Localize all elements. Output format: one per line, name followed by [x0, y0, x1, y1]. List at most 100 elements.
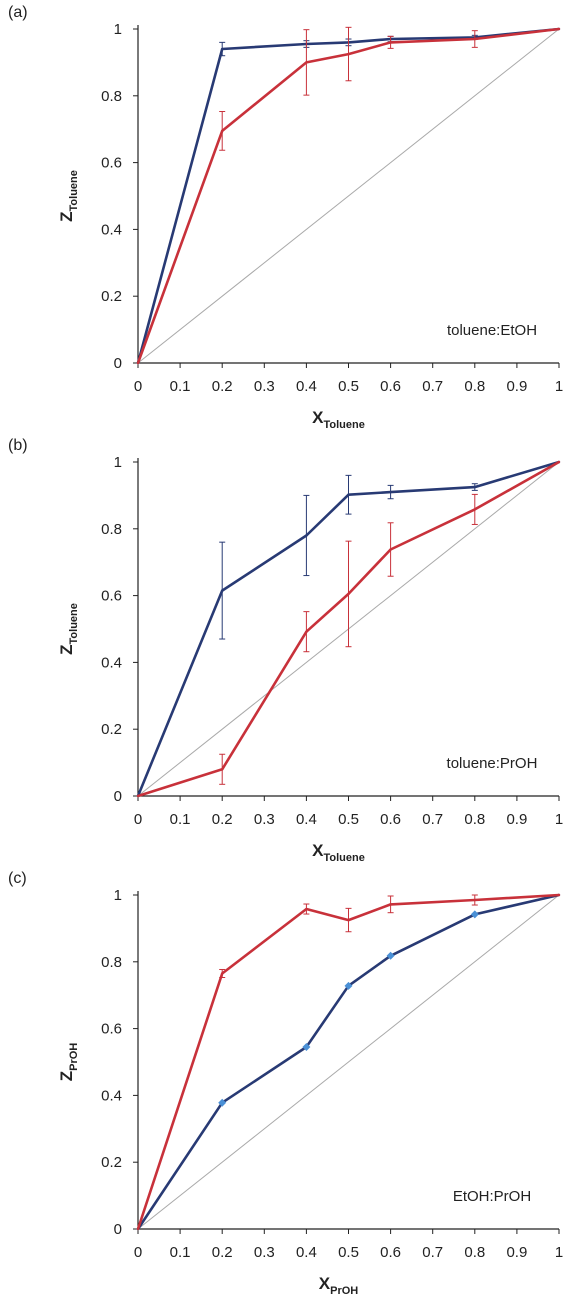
chart-a-y-tick-label: 0.6: [101, 155, 122, 172]
chart-a-x-tick-label: 0.3: [254, 378, 275, 395]
chart-b-series-0-point: [347, 493, 350, 496]
chart-c-x-tick-label: 0.2: [212, 1244, 233, 1261]
chart-b-series-1-point: [221, 768, 224, 771]
chart-c-diagonal-line: [137, 894, 560, 1230]
chart-c-y-tick-label: 0.8: [101, 954, 122, 971]
chart-b-annotation: toluene:PrOH: [447, 755, 538, 772]
chart-b-x-tick-label: 0.1: [170, 811, 191, 828]
chart-b-svg: 0 0.1 0.2 0.3 0.4 0.5 0.6 0.7 0.8 0.9 1 0 0.2 0.4 0.6 0…: [57, 454, 563, 864]
chart-a-diagonal-line: [137, 28, 560, 364]
chart-b-y-tick-label: 1: [114, 454, 122, 471]
chart-a-series-1-point: [557, 27, 561, 31]
chart-a-series-1-point: [473, 37, 476, 41]
chart-c-series-1-point: [473, 898, 476, 902]
chart-a-series-1-point: [305, 61, 308, 64]
chart-c-svg: 0 0.1 0.2 0.3 0.4 0.5 0.6 0.7 0.8 0.9 1 0 0.2 0.4 0.6 0…: [57, 887, 563, 1297]
chart-b-series-1-point: [305, 630, 308, 633]
chart-b-x-tick-label: 0.4: [296, 811, 317, 828]
chart-c-series-1-point: [347, 918, 350, 922]
chart-a-x-axis-title: XToluene: [312, 408, 365, 431]
chart-b-x-tick-label: 0.9: [506, 811, 527, 828]
chart-b-series-1-point: [347, 592, 350, 596]
chart-c-x-tick-label: 0.1: [170, 1244, 191, 1261]
panel-label-b: (b): [8, 437, 28, 454]
chart-a-series-0-point: [221, 47, 224, 51]
chart-a-svg: 0 0.1 0.2 0.3 0.4 0.5 0.6 0.7 0.8 0.9 1 0 0.2 0.4 0.6 0…: [57, 21, 563, 431]
chart-a-series-1-point: [347, 52, 350, 56]
chart-b-y-tick-label: 0.8: [101, 521, 122, 538]
chart-c-x-tick-label: 0.5: [338, 1244, 359, 1261]
chart-c-series-1-point: [221, 972, 224, 975]
chart-b-y-axis-title: ZToluene: [57, 603, 80, 655]
chart-a-x-tick-label: 0.5: [338, 378, 359, 395]
chart-panel-a: (a) 0 0.1 0.2 0.3 0.4 0.5 0.6 0.7 0.8 0.9 1 0 0.2 0.4…: [0, 0, 564, 433]
chart-c-y-tick-label: 0: [114, 1221, 122, 1238]
chart-a-x-tick-label: 0.1: [170, 378, 191, 395]
chart-c-series-1-point: [557, 893, 561, 897]
chart-b-x-axis-title: XToluene: [312, 841, 365, 864]
chart-b-x-tick-label: 0.2: [212, 811, 233, 828]
chart-c-series-1-point: [305, 907, 308, 911]
chart-b-y-tick-label: 0.4: [101, 654, 122, 671]
chart-c-series-0-point: [218, 1098, 227, 1107]
chart-c-series-1-point: [136, 1227, 140, 1231]
chart-b-series-1-point: [473, 508, 476, 511]
chart-c-x-tick-label: 0.8: [464, 1244, 485, 1261]
chart-c-x-tick-label: 0.6: [380, 1244, 401, 1261]
chart-c-series-0-point: [386, 951, 395, 960]
chart-c-x-tick-label: 0.7: [422, 1244, 443, 1261]
panel-label-a: (a): [8, 4, 28, 21]
chart-b-x-tick-label: 0.6: [380, 811, 401, 828]
panel-label-c: (c): [8, 870, 27, 887]
chart-c-series-0-point: [470, 910, 479, 919]
chart-c-series-1-point: [389, 903, 392, 906]
chart-b-series-0-point: [473, 485, 476, 489]
chart-a-x-tick-label: 0.2: [212, 378, 233, 395]
chart-a-y-tick-label: 1: [114, 21, 122, 38]
chart-a-x-tick-label: 0: [134, 378, 142, 395]
chart-panel-c: (c) 0 0.1 0.2 0.3 0.4 0.5 0.6 0.7 0.8 0.9 1 0 0.2 0.4…: [0, 866, 564, 1299]
chart-a-y-tick-label: 0: [114, 355, 122, 372]
chart-a-x-tick-label: 1: [555, 378, 563, 395]
chart-b-y-tick-label: 0.2: [101, 721, 122, 738]
chart-b-series-0-point: [221, 589, 224, 592]
chart-a-annotation: toluene:EtOH: [447, 322, 537, 339]
chart-panel-b: (b) 0 0.1 0.2 0.3 0.4 0.5 0.6 0.7 0.8 0.9 1 0 0.2 0.4…: [0, 433, 564, 866]
chart-c-series-0-point: [344, 981, 353, 990]
chart-b-series-0-point: [305, 534, 308, 537]
chart-a-x-tick-label: 0.6: [380, 378, 401, 395]
chart-b-y-tick-label: 0: [114, 788, 122, 805]
chart-a-x-tick-label: 0.7: [422, 378, 443, 395]
chart-b-x-tick-label: 0: [134, 811, 142, 828]
chart-b-x-tick-label: 0.8: [464, 811, 485, 828]
chart-c-y-tick-label: 1: [114, 887, 122, 904]
chart-a-y-tick-label: 0.2: [101, 288, 122, 305]
chart-c-y-axis-title: ZPrOH: [57, 1043, 80, 1082]
chart-a-series-1-point: [221, 129, 224, 133]
chart-b-y-tick-label: 0.6: [101, 588, 122, 605]
chart-b-series-0-point: [389, 490, 392, 494]
chart-b-x-tick-label: 1: [555, 811, 563, 828]
chart-b-series-1-point: [557, 460, 561, 464]
chart-a-y-tick-label: 0.4: [101, 221, 122, 238]
chart-a-x-tick-label: 0.8: [464, 378, 485, 395]
chart-c-y-tick-label: 0.6: [101, 1021, 122, 1038]
chart-a-x-tick-label: 0.4: [296, 378, 317, 395]
chart-c-x-tick-label: 0.9: [506, 1244, 527, 1261]
chart-c-annotation: EtOH:PrOH: [453, 1188, 531, 1205]
chart-a-x-tick-label: 0.9: [506, 378, 527, 395]
chart-c-x-tick-label: 0.4: [296, 1244, 317, 1261]
chart-c-x-tick-label: 1: [555, 1244, 563, 1261]
chart-a-y-axis-title: ZToluene: [57, 170, 80, 222]
chart-a-series-1-point: [136, 361, 140, 365]
chart-c-series-0-point: [302, 1042, 311, 1051]
chart-c-x-tick-label: 0.3: [254, 1244, 275, 1261]
chart-b-x-tick-label: 0.5: [338, 811, 359, 828]
chart-a-series-1-point: [389, 41, 392, 44]
chart-c-y-tick-label: 0.4: [101, 1087, 122, 1104]
chart-c-x-axis-title: XPrOH: [319, 1274, 359, 1297]
chart-c-y-tick-label: 0.2: [101, 1154, 122, 1171]
chart-c-x-tick-label: 0: [134, 1244, 142, 1261]
chart-b-series-1-point: [389, 548, 392, 551]
chart-b-x-tick-label: 0.3: [254, 811, 275, 828]
